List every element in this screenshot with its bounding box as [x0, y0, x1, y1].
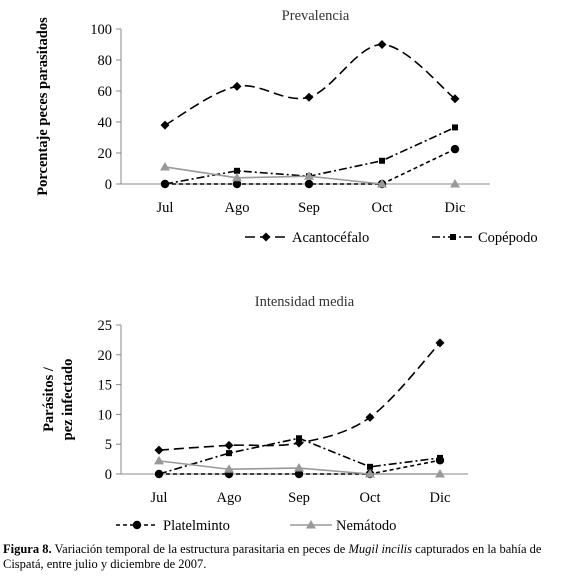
x-tick-label: Sep	[298, 200, 320, 216]
data-point	[377, 179, 387, 188]
series-nematodo	[154, 455, 445, 478]
legend-label: Nemátodo	[336, 518, 396, 534]
x-tick-label: Dic	[430, 490, 451, 506]
series-nematodo	[160, 161, 460, 188]
data-point	[450, 179, 460, 188]
y-tick-label: 20	[98, 348, 113, 364]
data-point	[304, 92, 314, 102]
y-tick-label: 0	[105, 177, 112, 193]
data-point	[232, 172, 242, 182]
caption-text-before: Variación temporal de la estructura para…	[51, 542, 349, 556]
data-point	[452, 124, 458, 131]
series-line	[164, 166, 383, 185]
x-tick-label: Sep	[288, 490, 310, 506]
legend-item-copepodo: Copépodo	[432, 230, 538, 246]
data-point	[377, 40, 387, 49]
x-tick-label: Ago	[217, 490, 242, 506]
caption-label: Figura 8.	[3, 542, 52, 556]
data-point	[379, 157, 385, 164]
data-point	[450, 94, 460, 104]
series-line	[164, 43, 456, 126]
data-point	[232, 81, 242, 91]
data-point	[160, 161, 170, 171]
data-point	[224, 464, 234, 473]
x-tick-label: Jul	[157, 200, 174, 216]
legend-marker	[450, 234, 456, 240]
y-tick-label: 0	[105, 467, 112, 483]
legend-marker	[132, 520, 142, 530]
data-point	[450, 144, 460, 154]
y-tick-label: 5	[105, 437, 112, 453]
data-point	[294, 463, 304, 472]
data-point	[304, 179, 314, 189]
y-tick-label: 100	[90, 22, 112, 38]
y-tick-label: 15	[98, 378, 113, 394]
legend-marker	[306, 520, 316, 529]
legend-label: Acantocéfalo	[292, 230, 369, 246]
data-point	[154, 455, 164, 465]
intensidad-media-chart: Intensidad media 0 5 10 15 20 25 Jul Ago Sep Oct Di…	[41, 294, 468, 534]
data-point	[435, 338, 445, 348]
y-tick-label: 40	[98, 115, 113, 131]
x-tick-label: Oct	[372, 200, 393, 216]
x-tick-label: Dic	[445, 200, 466, 216]
y-tick-label: 20	[98, 146, 113, 162]
y-tick-label: 60	[98, 84, 113, 100]
data-point	[232, 179, 242, 189]
y-axis-label: Porcentaje peces parasitados	[35, 17, 51, 196]
legend-label: Copépodo	[478, 230, 538, 246]
data-point	[154, 445, 164, 455]
y-tick-label: 25	[98, 318, 113, 334]
legend-marker	[261, 232, 271, 242]
data-point	[224, 440, 234, 450]
y-tick-label: 80	[98, 53, 113, 69]
caption-text-after: capturados en la bahía de Cispatá, entre…	[3, 542, 542, 571]
data-point	[234, 167, 240, 174]
data-point	[294, 469, 304, 479]
x-tick-label: Oct	[360, 490, 381, 506]
x-tick-label: Ago	[225, 200, 250, 216]
data-point	[365, 412, 375, 422]
series-platelminto	[160, 144, 460, 189]
data-point	[226, 450, 232, 457]
legend-label: Platelminto	[163, 518, 230, 534]
figure-caption: Figura 8. Variación temporal de la estru…	[3, 542, 577, 572]
y-tick-label: 10	[98, 407, 113, 423]
caption-species: Mugil incilis	[348, 542, 413, 556]
series-acantocefalo	[160, 40, 460, 130]
prevalencia-chart: Prevalencia 0 20 40 60 80 100 Jul Ago Sep Oct Dic Po…	[35, 8, 538, 246]
series-line	[158, 342, 441, 451]
data-point	[154, 469, 164, 479]
data-point	[304, 171, 314, 180]
legend-item-nematodo: Nemátodo	[290, 518, 396, 534]
data-point	[367, 463, 373, 470]
data-point	[160, 120, 170, 130]
chart-title: Prevalencia	[282, 8, 350, 24]
data-point	[365, 469, 375, 478]
y-axis-label: Parásitos /	[41, 366, 57, 432]
data-point	[296, 435, 302, 442]
data-point	[435, 456, 445, 465]
series-acantocefalo	[154, 338, 445, 455]
legend-item-platelminto: Platelminto	[116, 518, 230, 534]
legend-item-acantocefalo: Acantocéfalo	[245, 230, 369, 246]
y-axis-label: pez infectado	[60, 359, 76, 441]
data-point	[435, 469, 445, 478]
chart-title: Intensidad media	[255, 294, 355, 310]
data-point	[160, 179, 170, 189]
x-tick-label: Jul	[151, 490, 168, 506]
